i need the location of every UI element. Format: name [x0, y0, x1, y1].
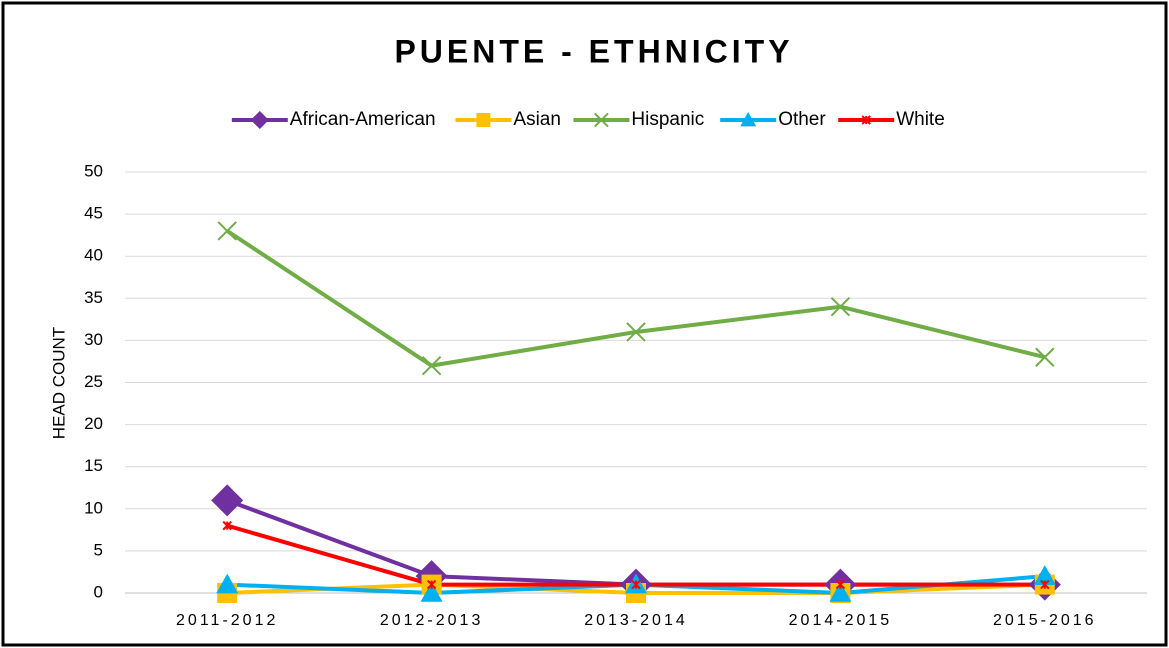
data-point — [1035, 347, 1055, 367]
y-tick-label: 35 — [84, 288, 103, 307]
data-point — [830, 297, 851, 317]
y-tick-label: 25 — [84, 372, 103, 391]
y-tick-label: 45 — [84, 204, 103, 223]
legend-label: Hispanic — [631, 109, 704, 130]
x-tick-label: 2015-2016 — [993, 612, 1097, 629]
y-tick-label: 0 — [94, 582, 103, 601]
y-tick-label: 50 — [84, 161, 103, 180]
legend-label: White — [896, 109, 945, 130]
data-point — [420, 582, 443, 602]
legend-label: African-American — [290, 109, 436, 130]
chart-title: PUENTE - ETHNICITY — [394, 33, 793, 69]
x-tick-label: 2011-2012 — [176, 612, 278, 629]
y-tick-label: 15 — [84, 456, 103, 475]
data-point — [217, 221, 237, 241]
data-point — [1033, 565, 1056, 585]
data-point — [211, 484, 244, 517]
data-point — [426, 579, 437, 590]
legend-marker — [476, 113, 491, 127]
y-tick-label: 30 — [84, 330, 103, 349]
x-tick-label: 2014-2015 — [789, 612, 893, 629]
data-point — [222, 520, 232, 531]
legend-marker — [740, 112, 757, 127]
data-point — [626, 322, 646, 342]
data-point — [1040, 579, 1050, 590]
legend-marker — [250, 111, 269, 129]
x-tick-label: 2012-2013 — [380, 612, 484, 629]
y-tick-label: 10 — [84, 498, 103, 517]
y-tick-label: 5 — [94, 540, 103, 559]
x-tick-label: 2013-2014 — [584, 612, 688, 629]
y-axis-label: HEAD COUNT — [49, 327, 68, 439]
legend-label: Asian — [513, 109, 561, 130]
data-point — [421, 355, 442, 376]
data-point — [216, 573, 239, 594]
legend-marker — [861, 115, 871, 125]
y-tick-label: 20 — [84, 414, 103, 433]
data-point — [835, 579, 846, 590]
data-point — [829, 582, 852, 602]
data-point — [631, 579, 641, 590]
y-tick-label: 40 — [84, 246, 103, 265]
legend-label: Other — [778, 109, 826, 130]
legend-marker — [594, 112, 609, 128]
